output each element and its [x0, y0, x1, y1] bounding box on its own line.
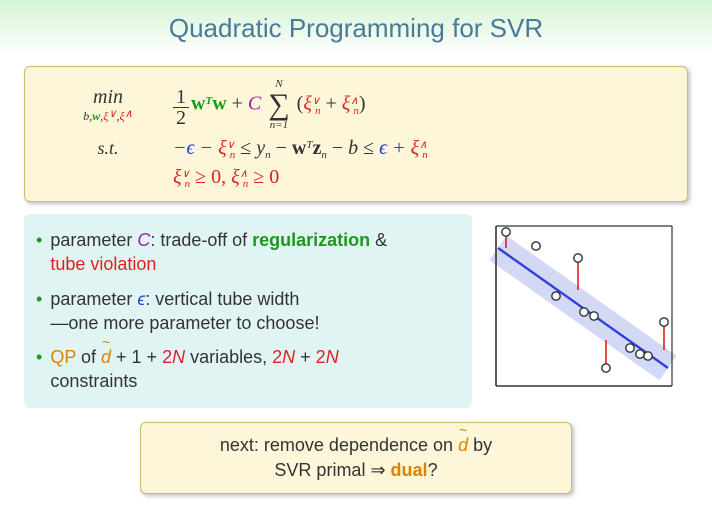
bullet-dot-icon: •: [36, 287, 42, 336]
tube-chart: [488, 220, 680, 392]
constraint-row-2: ξ∨n ≥ 0, ξ∧n ≥ 0: [43, 166, 669, 189]
bullet-dot-icon: •: [36, 228, 42, 277]
footer-line1: next: remove dependence on d by: [220, 435, 492, 455]
objective-row: min b,w,ξ∨,ξ∧ 1 2 wTw + C N ∑ n=1 (ξ∨n +…: [43, 79, 669, 131]
formula-box: min b,w,ξ∨,ξ∧ 1 2 wTw + C N ∑ n=1 (ξ∨n +…: [24, 66, 688, 202]
bullet-eps: • parameter ϵ: vertical tube width—one m…: [36, 287, 456, 336]
bullet-C-text: parameter C: trade-off of regularization…: [50, 228, 456, 277]
objective-expr: 1 2 wTw + C N ∑ n=1 (ξ∨n + ξ∧n): [173, 79, 669, 131]
bullet-dot-icon: •: [36, 345, 42, 394]
min-label-block: min b,w,ξ∨,ξ∧: [43, 86, 173, 124]
bullet-qp-text: QP of d + 1 + 2N variables, 2N + 2Nconst…: [50, 345, 456, 394]
min-label: min: [43, 86, 173, 109]
body-row: • parameter C: trade-off of regularizati…: [24, 214, 688, 408]
bullet-eps-text: parameter ϵ: vertical tube width—one mor…: [50, 287, 456, 336]
slide-title: Quadratic Programming for SVR: [0, 0, 712, 56]
footer-line2: SVR primal ⇒ dual?: [274, 460, 437, 480]
sum-op: N ∑ n=1: [268, 79, 289, 131]
bullet-C: • parameter C: trade-off of regularizati…: [36, 228, 456, 277]
constraint-row-1: s.t. −ϵ − ξ∨n ≤ yn − wTzn − b ≤ ϵ + ξ∧n: [43, 137, 669, 160]
bullets-box: • parameter C: trade-off of regularizati…: [24, 214, 472, 408]
footer-box: next: remove dependence on d by SVR prim…: [140, 422, 572, 494]
bullet-qp: • QP of d + 1 + 2N variables, 2N + 2Ncon…: [36, 345, 456, 394]
min-subscript: b,w,ξ∨,ξ∧: [43, 109, 173, 124]
frac-half: 1 2: [173, 87, 189, 128]
st-label: s.t.: [43, 138, 173, 159]
tube-chart-svg: [488, 220, 678, 392]
constraint-2: ξ∨n ≥ 0, ξ∧n ≥ 0: [173, 166, 669, 189]
constraint-1: −ϵ − ξ∨n ≤ yn − wTzn − b ≤ ϵ + ξ∧n: [173, 137, 669, 160]
